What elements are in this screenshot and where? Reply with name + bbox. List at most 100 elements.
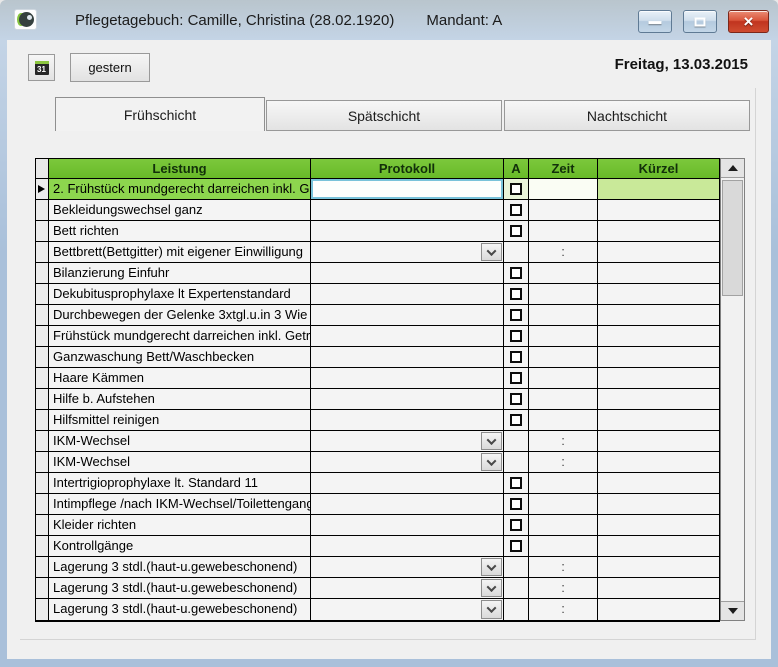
kuerzel-cell[interactable]	[598, 557, 719, 578]
checkbox[interactable]	[510, 309, 522, 321]
table-row[interactable]: Lagerung 3 stdl.(haut-u.gewebeschonend):	[36, 599, 719, 620]
checkbox[interactable]	[510, 477, 522, 489]
protokoll-cell[interactable]	[311, 389, 504, 410]
scroll-down-button[interactable]	[721, 601, 744, 620]
leistung-cell[interactable]: Hilfe b. Aufstehen	[49, 389, 311, 410]
row-selector-cell[interactable]	[36, 284, 49, 305]
checkbox[interactable]	[510, 540, 522, 552]
row-selector-cell[interactable]	[36, 389, 49, 410]
leistung-cell[interactable]: Lagerung 3 stdl.(haut-u.gewebeschonend)	[49, 578, 311, 599]
leistung-cell[interactable]: Dekubitusprophylaxe lt Expertenstandard	[49, 284, 311, 305]
leistung-cell[interactable]: Bilanzierung Einfuhr	[49, 263, 311, 284]
protokoll-cell[interactable]	[311, 473, 504, 494]
zeit-cell[interactable]	[529, 221, 598, 242]
checkbox[interactable]	[510, 330, 522, 342]
leistung-cell[interactable]: Durchbewegen der Gelenke 3xtgl.u.in 3 Wi…	[49, 305, 311, 326]
protokoll-cell[interactable]	[311, 326, 504, 347]
table-row[interactable]: Hilfe b. Aufstehen	[36, 389, 719, 410]
kuerzel-cell[interactable]	[598, 536, 719, 557]
row-selector-cell[interactable]	[36, 578, 49, 599]
leistung-cell[interactable]: IKM-Wechsel	[49, 452, 311, 473]
leistung-cell[interactable]: Bekleidungswechsel ganz	[49, 200, 311, 221]
protokoll-dropdown-button[interactable]	[481, 453, 502, 471]
table-row[interactable]: IKM-Wechsel:	[36, 431, 719, 452]
table-row[interactable]: Lagerung 3 stdl.(haut-u.gewebeschonend):	[36, 578, 719, 599]
zeit-cell[interactable]	[529, 368, 598, 389]
kuerzel-cell[interactable]	[598, 242, 719, 263]
table-row[interactable]: Lagerung 3 stdl.(haut-u.gewebeschonend):	[36, 557, 719, 578]
kuerzel-cell[interactable]	[598, 473, 719, 494]
checkbox[interactable]	[510, 519, 522, 531]
row-selector-cell[interactable]	[36, 452, 49, 473]
table-row[interactable]: Durchbewegen der Gelenke 3xtgl.u.in 3 Wi…	[36, 305, 719, 326]
abzeichnen-cell[interactable]	[504, 599, 529, 620]
zeit-cell[interactable]	[529, 305, 598, 326]
close-button[interactable]: ×	[728, 10, 769, 33]
table-row[interactable]: Bekleidungswechsel ganz	[36, 200, 719, 221]
protokoll-cell[interactable]	[311, 179, 504, 200]
leistung-cell[interactable]: IKM-Wechsel	[49, 431, 311, 452]
table-row[interactable]: Ganzwaschung Bett/Waschbecken	[36, 347, 719, 368]
protokoll-cell[interactable]	[311, 431, 504, 452]
zeit-cell[interactable]	[529, 389, 598, 410]
abzeichnen-cell[interactable]	[504, 200, 529, 221]
titlebar[interactable]: Pflegetagebuch: Camille, Christina (28.0…	[0, 0, 778, 40]
protokoll-cell[interactable]	[311, 347, 504, 368]
protokoll-cell[interactable]	[311, 599, 504, 620]
row-selector-cell[interactable]	[36, 599, 49, 620]
leistung-cell[interactable]: Frühstück mundgerecht darreichen inkl. G…	[49, 326, 311, 347]
table-row[interactable]: Intimpflege /nach IKM-Wechsel/Toiletteng…	[36, 494, 719, 515]
abzeichnen-cell[interactable]	[504, 536, 529, 557]
protokoll-cell[interactable]	[311, 536, 504, 557]
kuerzel-cell[interactable]	[598, 599, 719, 620]
kuerzel-cell[interactable]	[598, 410, 719, 431]
zeit-cell[interactable]: :	[529, 557, 598, 578]
maximize-button[interactable]	[683, 10, 717, 33]
checkbox[interactable]	[510, 288, 522, 300]
abzeichnen-cell[interactable]	[504, 473, 529, 494]
kuerzel-cell[interactable]	[598, 431, 719, 452]
zeit-cell[interactable]	[529, 347, 598, 368]
zeit-cell[interactable]	[529, 515, 598, 536]
protokoll-dropdown-button[interactable]	[481, 432, 502, 450]
leistung-cell[interactable]: Intertrigioprophylaxe lt. Standard 11	[49, 473, 311, 494]
scrollbar-thumb[interactable]	[722, 180, 743, 296]
kuerzel-cell[interactable]	[598, 515, 719, 536]
checkbox[interactable]	[510, 267, 522, 279]
row-selector-cell[interactable]	[36, 536, 49, 557]
leistung-cell[interactable]: Intimpflege /nach IKM-Wechsel/Toiletteng…	[49, 494, 311, 515]
checkbox[interactable]	[510, 351, 522, 363]
table-row[interactable]: Hilfsmittel reinigen	[36, 410, 719, 431]
zeit-cell[interactable]	[529, 326, 598, 347]
table-row[interactable]: Kleider richten	[36, 515, 719, 536]
zeit-cell[interactable]	[529, 179, 598, 200]
abzeichnen-cell[interactable]	[504, 431, 529, 452]
leistung-cell[interactable]: 2. Frühstück mundgerecht darreichen inkl…	[49, 179, 311, 200]
checkbox[interactable]	[510, 393, 522, 405]
row-selector-cell[interactable]	[36, 242, 49, 263]
kuerzel-cell[interactable]	[598, 578, 719, 599]
vertical-scrollbar[interactable]	[720, 158, 745, 621]
table-row[interactable]: Haare Kämmen	[36, 368, 719, 389]
row-selector-cell[interactable]	[36, 305, 49, 326]
kuerzel-cell[interactable]	[598, 368, 719, 389]
row-selector-cell[interactable]	[36, 431, 49, 452]
abzeichnen-cell[interactable]	[504, 368, 529, 389]
leistung-cell[interactable]: Bett richten	[49, 221, 311, 242]
checkbox[interactable]	[510, 498, 522, 510]
kuerzel-cell[interactable]	[598, 347, 719, 368]
checkbox[interactable]	[510, 204, 522, 216]
protokoll-cell[interactable]	[311, 284, 504, 305]
row-selector-cell[interactable]	[36, 200, 49, 221]
table-row[interactable]: Bettbrett(Bettgitter) mit eigener Einwil…	[36, 242, 719, 263]
table-row[interactable]: IKM-Wechsel:	[36, 452, 719, 473]
protokoll-cell[interactable]	[311, 200, 504, 221]
protokoll-cell[interactable]	[311, 494, 504, 515]
row-selector-cell[interactable]	[36, 473, 49, 494]
kuerzel-cell[interactable]	[598, 200, 719, 221]
checkbox[interactable]	[510, 372, 522, 384]
protokoll-cell[interactable]	[311, 221, 504, 242]
abzeichnen-cell[interactable]	[504, 326, 529, 347]
protokoll-cell[interactable]	[311, 578, 504, 599]
table-row[interactable]: Frühstück mundgerecht darreichen inkl. G…	[36, 326, 719, 347]
